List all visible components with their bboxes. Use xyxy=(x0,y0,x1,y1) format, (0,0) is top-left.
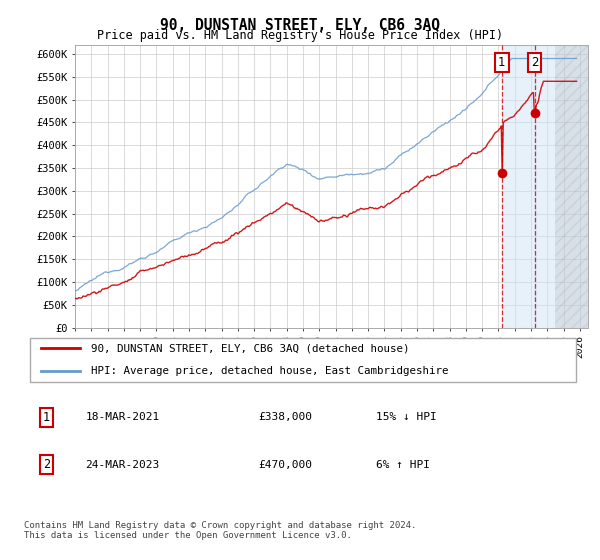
Text: 90, DUNSTAN STREET, ELY, CB6 3AQ: 90, DUNSTAN STREET, ELY, CB6 3AQ xyxy=(160,18,440,33)
Text: 24-MAR-2023: 24-MAR-2023 xyxy=(85,460,160,470)
Bar xyxy=(535,45,588,328)
Text: 1: 1 xyxy=(43,411,50,424)
Text: 2: 2 xyxy=(531,55,538,69)
Bar xyxy=(556,45,588,328)
Text: 15% ↓ HPI: 15% ↓ HPI xyxy=(376,412,436,422)
Text: Contains HM Land Registry data © Crown copyright and database right 2024.
This d: Contains HM Land Registry data © Crown c… xyxy=(24,521,416,540)
Text: 6% ↑ HPI: 6% ↑ HPI xyxy=(376,460,430,470)
Text: £338,000: £338,000 xyxy=(259,412,313,422)
Text: 1: 1 xyxy=(498,55,506,69)
Text: 18-MAR-2021: 18-MAR-2021 xyxy=(85,412,160,422)
Text: Price paid vs. HM Land Registry's House Price Index (HPI): Price paid vs. HM Land Registry's House … xyxy=(97,29,503,42)
Bar xyxy=(502,45,535,328)
Text: 90, DUNSTAN STREET, ELY, CB6 3AQ (detached house): 90, DUNSTAN STREET, ELY, CB6 3AQ (detach… xyxy=(91,343,409,353)
Text: £470,000: £470,000 xyxy=(259,460,313,470)
Text: 2: 2 xyxy=(43,458,50,472)
FancyBboxPatch shape xyxy=(29,338,577,382)
Text: HPI: Average price, detached house, East Cambridgeshire: HPI: Average price, detached house, East… xyxy=(91,366,448,376)
